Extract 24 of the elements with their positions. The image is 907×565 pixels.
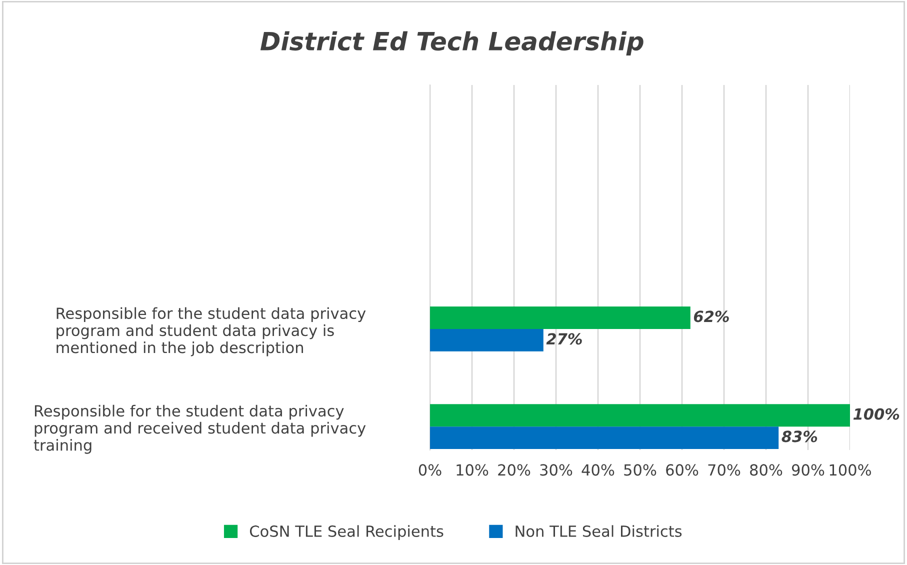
data-label: 62% [694,310,729,322]
x-tick-label: 60% [666,464,698,476]
bar [430,328,544,352]
x-tick-label: 10% [456,464,488,476]
x-tick-label: 100% [830,464,871,476]
x-tick-label: 70% [708,464,740,476]
bar [430,404,850,427]
x-tick-label: 30% [540,464,572,476]
legend-label: Non TLE Seal Districts [516,525,682,537]
bar [430,426,779,450]
data-label: 27% [546,333,582,345]
x-tick-label: 40% [582,464,614,476]
bar [430,306,690,329]
x-tick-label: 20% [498,464,530,476]
data-label: 100% [853,408,900,420]
y-tick-label: Responsible for the student data privacy program and student data privacy is mentioned in the job description [56,307,366,356]
y-tick-label: Responsible for the student data privacy program and received student data privacy training [34,404,366,454]
x-tick-label: 50% [624,464,656,476]
x-tick-label: 90% [792,464,824,476]
data-label: 83% [782,430,818,442]
x-tick-label: 0% [418,464,442,476]
chart-title: District Ed Tech Leadership [260,31,644,56]
legend-label: CoSN TLE Seal Recipients [250,525,444,540]
x-tick-label: 80% [750,464,782,476]
